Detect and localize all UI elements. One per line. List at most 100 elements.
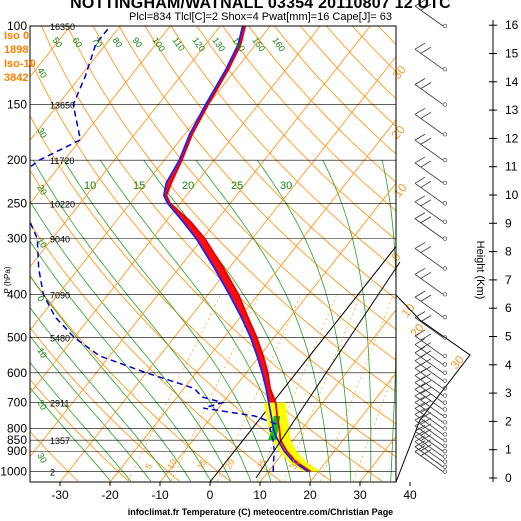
wind-barb-station <box>442 370 448 375</box>
wind-barb-station <box>442 201 448 206</box>
wind-barb-flag <box>420 160 432 168</box>
wind-barb-flag <box>414 156 426 164</box>
wind-barb-flag <box>414 440 426 448</box>
dewpoint-line <box>30 26 277 472</box>
wind-barb-flag <box>420 315 432 322</box>
height-tick-label: 16 <box>505 18 519 32</box>
wind-barb <box>414 446 444 468</box>
isotherm <box>30 26 121 141</box>
wind-barb-station <box>442 219 448 224</box>
height-tick-label: 13 <box>505 103 519 117</box>
iso0-value: 1898 <box>4 44 29 56</box>
geopotential-label: 13650 <box>50 100 75 110</box>
wind-barb-flag <box>420 449 432 456</box>
geopotential-label: 9040 <box>50 235 70 245</box>
wind-barb-station <box>442 454 448 459</box>
wind-barb <box>414 367 444 389</box>
wind-barb-flag <box>414 408 426 415</box>
geopotential-label: 1357 <box>50 436 70 446</box>
height-tick-label: 9 <box>505 216 512 230</box>
wind-barb-flag <box>420 82 432 89</box>
isotherm <box>159 182 396 482</box>
wind-barb-station <box>442 426 448 431</box>
wind-barb-station <box>442 292 448 297</box>
dry-adiabat <box>196 26 396 241</box>
geopotential-label: 10220 <box>50 199 75 209</box>
isotherm-label-left: 10 <box>35 236 49 250</box>
wind-barb-station <box>442 158 448 163</box>
dry-adiabat <box>222 26 396 212</box>
wind-barb-station <box>442 236 448 241</box>
moist-adiabat <box>30 240 212 482</box>
moist-adiabat <box>30 200 232 482</box>
wind-barb-flag <box>420 399 432 407</box>
isotherm <box>109 119 396 482</box>
wind-barb <box>414 113 444 135</box>
wind-barb-station <box>442 362 448 367</box>
dry-adiabat <box>66 26 396 393</box>
dry-adiabat <box>170 26 396 270</box>
isotherm <box>30 26 221 268</box>
wind-barb-flag <box>420 342 432 349</box>
wind-barb <box>414 296 444 318</box>
height-tick-label: 2 <box>505 414 512 428</box>
pressure-tick-label: 150 <box>7 97 27 111</box>
wind-barb-station <box>442 393 448 398</box>
mixing-ratio-label: 20 <box>182 180 194 192</box>
height-tick-label: 15 <box>505 47 519 61</box>
pressure-tick-label: 500 <box>7 330 27 344</box>
iso0-label: Iso 0 <box>4 30 30 42</box>
pressure-tick-label: 300 <box>7 232 27 246</box>
dry-adiabat <box>30 430 79 482</box>
dry-adiabat <box>40 26 396 425</box>
height-tick-label: 12 <box>505 131 519 145</box>
wind-barb <box>414 139 444 161</box>
chart-subtitle: Plcl=834 Tlcl[C]=2 Shox=4 Pwat[mm]=16 Ca… <box>128 11 393 23</box>
wind-barb-flag <box>420 444 432 452</box>
pressure-tick-label: 100 <box>7 19 27 33</box>
wind-barb <box>414 441 444 463</box>
isotherm-label-left: 0 <box>35 294 46 303</box>
theta-e-label: 5 <box>143 462 154 471</box>
isotherm-label-top: 60 <box>70 35 84 49</box>
wind-barb-flag <box>414 176 426 184</box>
x-tick-label: 0 <box>207 488 214 502</box>
wind-barb-flag <box>420 46 432 54</box>
wind-barb-station <box>442 407 448 412</box>
moist-adiabat <box>195 159 332 482</box>
wind-barb <box>414 84 444 105</box>
dry-adiabat <box>377 26 396 46</box>
wind-barb-flag <box>414 338 426 345</box>
moist-adiabat <box>381 160 396 482</box>
mixing-ratio-line <box>216 294 302 482</box>
wind-barb <box>414 344 444 365</box>
wind-barb-flag <box>414 42 426 50</box>
x-tick-label: 30 <box>353 488 367 502</box>
wind-barb <box>414 5 444 27</box>
moist-adiabat <box>30 335 152 482</box>
wind-barb-station <box>442 443 448 448</box>
moist-adiabat <box>30 306 172 482</box>
wind-barb-flag <box>414 329 426 337</box>
wind-barb-flag <box>414 212 426 219</box>
isotherm <box>30 26 171 205</box>
isotherm <box>30 26 371 458</box>
wind-barb-station <box>442 335 448 340</box>
wind-barb <box>414 201 444 223</box>
moist-adiabat <box>256 159 352 482</box>
wind-barb-flag <box>414 133 426 141</box>
mixing-ratio-label: 25 <box>231 180 243 192</box>
wind-barb-flag <box>414 290 426 298</box>
isotherm-label-top: 50 <box>50 35 64 49</box>
moist-adiabat <box>30 387 112 482</box>
height-tick-label: 0 <box>505 471 512 485</box>
pressure-tick-label: 900 <box>7 444 27 458</box>
wind-barb-station <box>442 420 448 425</box>
theta-e-label: 25 <box>255 457 269 471</box>
moist-adiabat <box>322 160 372 482</box>
isotherm-label-top: 90 <box>130 35 144 49</box>
isotherm <box>30 26 321 395</box>
wind-barb-station <box>442 413 448 419</box>
